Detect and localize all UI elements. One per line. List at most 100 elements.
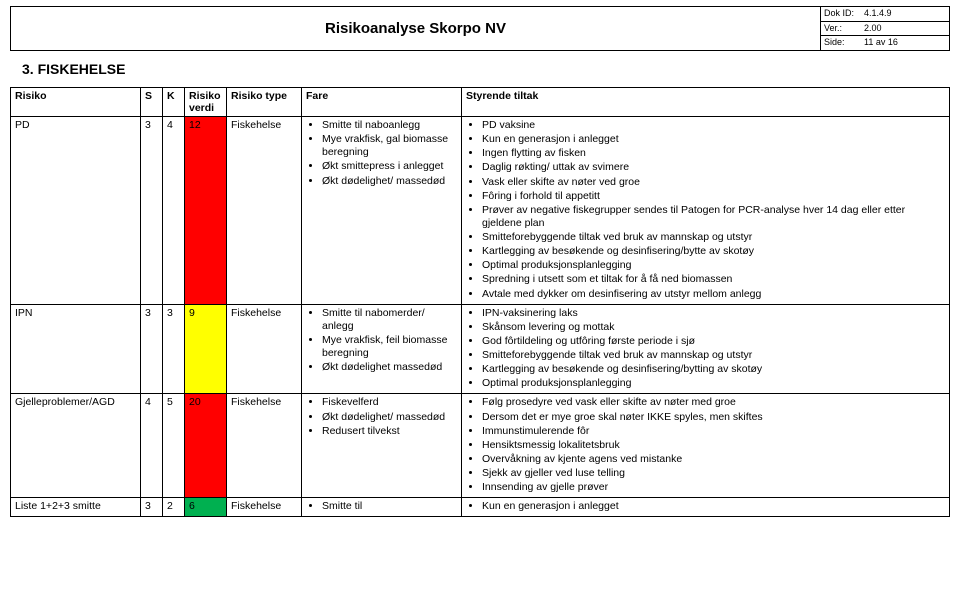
section-heading: 3. FISKEHELSE [22,61,950,77]
cell-fare: Smitte til nabomerder/ anleggMye vrakfis… [302,304,462,394]
list-item: Sjekk av gjeller ved luse telling [482,467,945,480]
col-header-tiltak: Styrende tiltak [462,88,950,117]
cell-risiko: IPN [11,304,141,394]
cell-k: 5 [163,394,185,498]
risk-table: Risiko S K Risiko verdi Risiko type Fare… [10,87,950,517]
tiltak-list: IPN-vaksinering laksSkånsom levering og … [466,307,945,391]
cell-s: 3 [141,304,163,394]
cell-k: 2 [163,498,185,517]
list-item: Kun en generasjon i anlegget [482,500,945,513]
list-item: Daglig røkting/ uttak av svimere [482,161,945,174]
meta-value: 11 av 16 [864,37,898,49]
tiltak-list: Følg prosedyre ved vask eller skifte av … [466,396,945,494]
list-item: Økt smittepress i anlegget [322,160,457,173]
meta-row: Ver.: 2.00 [821,21,949,36]
list-item: Kartlegging av besøkende og desinfiserin… [482,363,945,376]
cell-risikoverdi: 20 [185,394,227,498]
cell-risikoverdi: 12 [185,117,227,305]
cell-tiltak: IPN-vaksinering laksSkånsom levering og … [462,304,950,394]
list-item: Ingen flytting av fisken [482,147,945,160]
col-header-k: K [163,88,185,117]
table-row: Gjelleproblemer/AGD4520FiskehelseFiskeve… [11,394,950,498]
col-header-type: Risiko type [227,88,302,117]
list-item: Fiskevelferd [322,396,457,409]
list-item: Smitte til nabomerder/ anlegg [322,307,457,333]
cell-risiko: Gjelleproblemer/AGD [11,394,141,498]
cell-s: 3 [141,498,163,517]
list-item: Spredning i utsett som et tiltak for å f… [482,273,945,286]
cell-s: 4 [141,394,163,498]
meta-row: Side: 11 av 16 [821,35,949,50]
table-row: IPN339FiskehelseSmitte til nabomerder/ a… [11,304,950,394]
list-item: Prøver av negative fiskegrupper sendes t… [482,204,945,230]
cell-type: Fiskehelse [227,117,302,305]
meta-label: Ver.: [824,23,864,35]
list-item: Fôring i forhold til appetitt [482,190,945,203]
list-item: Følg prosedyre ved vask eller skifte av … [482,396,945,409]
cell-k: 3 [163,304,185,394]
cell-risikoverdi: 9 [185,304,227,394]
list-item: Økt dødelighet/ massedød [322,411,457,424]
cell-s: 3 [141,117,163,305]
cell-type: Fiskehelse [227,498,302,517]
tiltak-list: Kun en generasjon i anlegget [466,500,945,513]
tiltak-list: PD vaksineKun en generasjon i anleggetIn… [466,119,945,301]
list-item: Smitte til [322,500,457,513]
fare-list: Smitte til [306,500,457,513]
table-header-row: Risiko S K Risiko verdi Risiko type Fare… [11,88,950,117]
cell-tiltak: Følg prosedyre ved vask eller skifte av … [462,394,950,498]
doc-title: Risikoanalyse Skorpo NV [10,6,820,51]
meta-value: 2.00 [864,23,882,35]
doc-meta: Dok ID: 4.1.4.9 Ver.: 2.00 Side: 11 av 1… [820,6,950,51]
meta-label: Side: [824,37,864,49]
list-item: Smitteforebyggende tiltak ved bruk av ma… [482,231,945,244]
page-header: Risikoanalyse Skorpo NV Dok ID: 4.1.4.9 … [10,6,950,51]
list-item: Immunstimulerende fôr [482,425,945,438]
cell-fare: Smitte til [302,498,462,517]
col-header-fare: Fare [302,88,462,117]
list-item: Smitte til naboanlegg [322,119,457,132]
list-item: Kartlegging av besøkende og desinfiserin… [482,245,945,258]
table-row: PD3412FiskehelseSmitte til naboanleggMye… [11,117,950,305]
fare-list: Fiskevelferd Økt dødelighet/ massedødRedu… [306,396,457,437]
list-item: Mye vrakfisk, gal biomasse beregning [322,133,457,159]
list-item: Mye vrakfisk, feil biomasse beregning [322,334,457,360]
list-item: IPN-vaksinering laks [482,307,945,320]
list-item: Dersom det er mye groe skal nøter IKKE s… [482,411,945,424]
cell-tiltak: Kun en generasjon i anlegget [462,498,950,517]
cell-risikoverdi: 6 [185,498,227,517]
list-item: Skånsom levering og mottak [482,321,945,334]
cell-type: Fiskehelse [227,394,302,498]
cell-tiltak: PD vaksineKun en generasjon i anleggetIn… [462,117,950,305]
list-item: Redusert tilvekst [322,425,457,438]
cell-fare: Smitte til naboanleggMye vrakfisk, gal b… [302,117,462,305]
list-item: PD vaksine [482,119,945,132]
section-title: FISKEHELSE [38,61,126,77]
fare-list: Smitte til nabomerder/ anleggMye vrakfis… [306,307,457,375]
table-row: Liste 1+2+3 smitte326Fiskehelse Smitte ti… [11,498,950,517]
list-item: Hensiktsmessig lokalitetsbruk [482,439,945,452]
list-item: Kun en generasjon i anlegget [482,133,945,146]
meta-row: Dok ID: 4.1.4.9 [821,7,949,21]
cell-risiko: Liste 1+2+3 smitte [11,498,141,517]
col-header-s: S [141,88,163,117]
cell-fare: Fiskevelferd Økt dødelighet/ massedødRedu… [302,394,462,498]
cell-risiko: PD [11,117,141,305]
meta-value: 4.1.4.9 [864,8,892,20]
list-item: Smitteforebyggende tiltak ved bruk av ma… [482,349,945,362]
col-header-verdi: Risiko verdi [185,88,227,117]
section-number: 3. [22,61,34,77]
list-item: Optimal produksjonsplanlegging [482,377,945,390]
list-item: Avtale med dykker om desinfisering av ut… [482,288,945,301]
list-item: God fôrtildeling og utfôring første peri… [482,335,945,348]
list-item: Økt dødelighet massedød [322,361,457,374]
list-item: Overvåkning av kjente agens ved mistanke [482,453,945,466]
cell-k: 4 [163,117,185,305]
list-item: Optimal produksjonsplanlegging [482,259,945,272]
list-item: Økt dødelighet/ massedød [322,175,457,188]
list-item: Vask eller skifte av nøter ved groe [482,176,945,189]
meta-label: Dok ID: [824,8,864,20]
list-item: Innsending av gjelle prøver [482,481,945,494]
col-header-risiko: Risiko [11,88,141,117]
cell-type: Fiskehelse [227,304,302,394]
